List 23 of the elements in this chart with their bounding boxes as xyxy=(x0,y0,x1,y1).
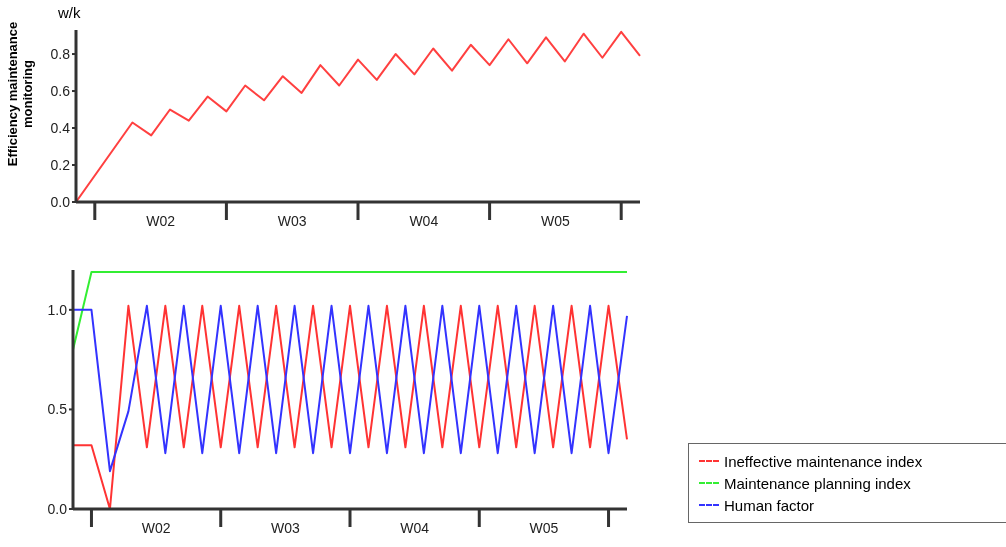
x-tick-label: W02 xyxy=(146,213,176,229)
y-tick-label: 0.5 xyxy=(47,401,68,418)
legend-label: Maintenance planning index xyxy=(724,474,911,492)
x-tick-label: W02 xyxy=(141,520,171,536)
x-tick-label: W03 xyxy=(277,213,307,229)
legend-label: Human factor xyxy=(724,496,815,514)
y-tick-label: 0.2 xyxy=(50,156,71,173)
x-tick-label: W04 xyxy=(409,213,439,229)
x-tick-label: W05 xyxy=(529,520,559,536)
y-tick-label: 0.0 xyxy=(47,500,68,517)
legend-label: Ineffective maintenance index xyxy=(724,452,923,470)
y-tick-label: 1.0 xyxy=(47,301,68,318)
line-series xyxy=(75,30,641,202)
y-tick-label: 0.4 xyxy=(50,119,71,136)
x-tick-label: W03 xyxy=(270,520,300,536)
y-tick-label: 0.8 xyxy=(50,46,71,63)
x-tick-label: W04 xyxy=(400,520,430,536)
y-tick-label: 0.0 xyxy=(50,193,71,210)
x-tick-label: W05 xyxy=(541,213,570,229)
y-axis-title: Efficiency maintenance monitoring xyxy=(5,20,35,169)
line-series xyxy=(72,304,628,473)
text: w/k xyxy=(58,4,81,21)
y-tick-label: 0.6 xyxy=(50,83,71,99)
